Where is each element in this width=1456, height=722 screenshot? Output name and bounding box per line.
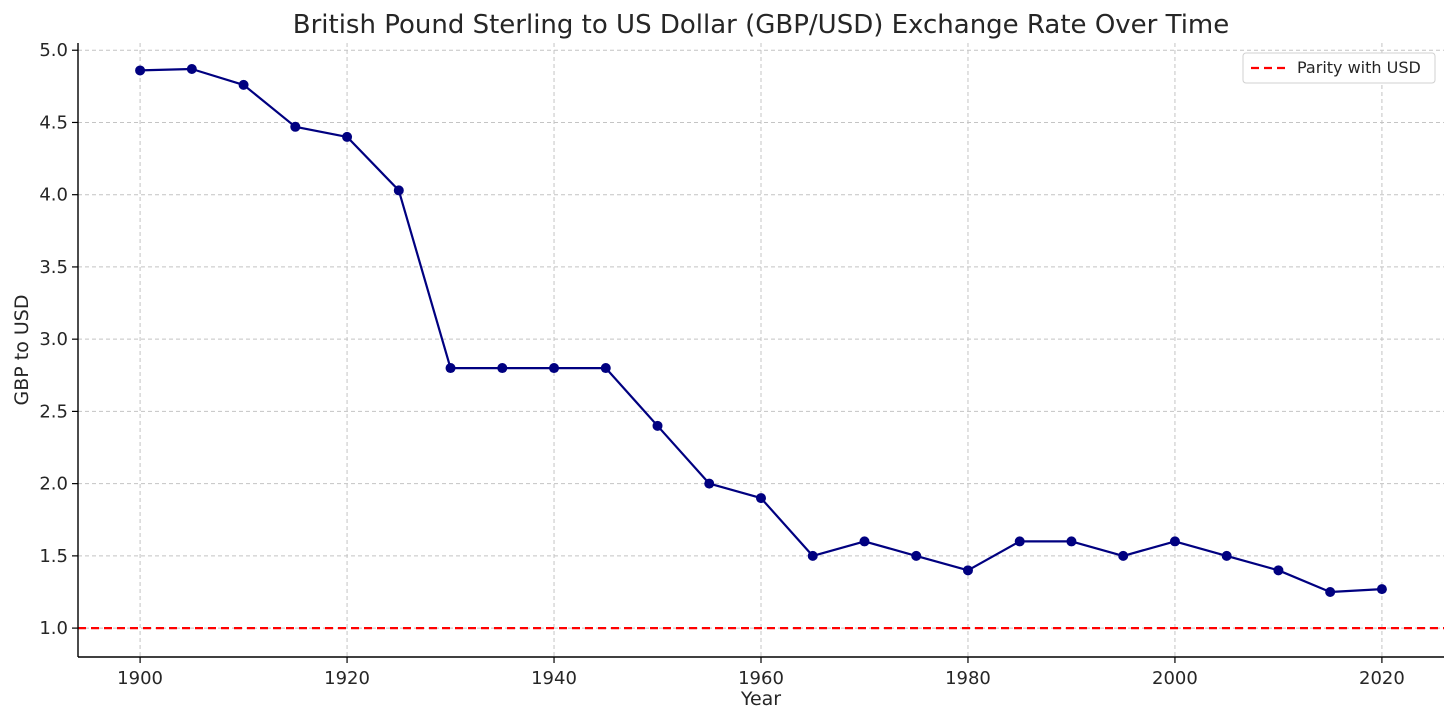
y-tick-label: 1.5: [39, 546, 68, 567]
y-tick-label: 3.5: [39, 257, 68, 278]
data-point: [497, 363, 508, 374]
y-tick-label: 3.0: [39, 329, 68, 350]
grid-lines: [78, 43, 1444, 657]
legend: Parity with USD: [1242, 52, 1436, 84]
x-tick-label: 1900: [117, 668, 163, 689]
data-point: [1169, 536, 1180, 547]
data-point: [652, 420, 663, 431]
data-point: [1118, 550, 1129, 561]
data-point: [549, 363, 560, 374]
data-point: [1066, 536, 1077, 547]
y-axis-label: GBP to USD: [11, 295, 33, 406]
y-tick-label: 4.0: [39, 185, 68, 206]
x-tick-label: 2000: [1152, 668, 1198, 689]
data-point: [962, 565, 973, 576]
data-point: [1376, 584, 1387, 595]
data-series: [135, 64, 1387, 597]
y-tick-label: 2.5: [39, 401, 68, 422]
data-point: [1221, 550, 1232, 561]
x-axis-ticks: 1900 1920 1940 1960 1980 2000 2020: [117, 657, 1405, 689]
y-tick-label: 5.0: [39, 40, 68, 61]
data-point: [135, 65, 146, 76]
data-point: [704, 478, 715, 489]
data-point: [1014, 536, 1025, 547]
data-point: [393, 185, 404, 196]
y-axis-ticks: 1.0 1.5 2.0 2.5 3.0 3.5 4.0 4.5 5.0: [39, 40, 78, 639]
data-point: [756, 493, 766, 504]
data-point: [290, 121, 301, 132]
data-point: [1325, 586, 1336, 597]
chart-title: British Pound Sterling to US Dollar (GBP…: [293, 10, 1230, 40]
legend-box: [1242, 52, 1436, 84]
x-tick-label: 2020: [1359, 668, 1405, 689]
x-tick-label: 1960: [738, 668, 784, 689]
x-tick-label: 1920: [324, 668, 370, 689]
x-tick-label: 1940: [531, 668, 577, 689]
y-tick-label: 4.5: [39, 112, 68, 133]
data-point: [600, 363, 611, 374]
data-point: [342, 131, 353, 142]
data-point: [445, 363, 456, 374]
y-tick-label: 1.0: [39, 618, 68, 639]
data-point: [238, 79, 249, 90]
data-point: [807, 550, 818, 561]
data-point: [911, 550, 922, 561]
x-tick-label: 1980: [945, 668, 991, 689]
data-point: [1273, 565, 1284, 576]
legend-label-parity: Parity with USD: [1297, 58, 1421, 77]
data-point: [859, 536, 870, 547]
x-axis-label: Year: [740, 688, 781, 710]
y-tick-label: 2.0: [39, 474, 68, 495]
data-point: [186, 64, 197, 75]
